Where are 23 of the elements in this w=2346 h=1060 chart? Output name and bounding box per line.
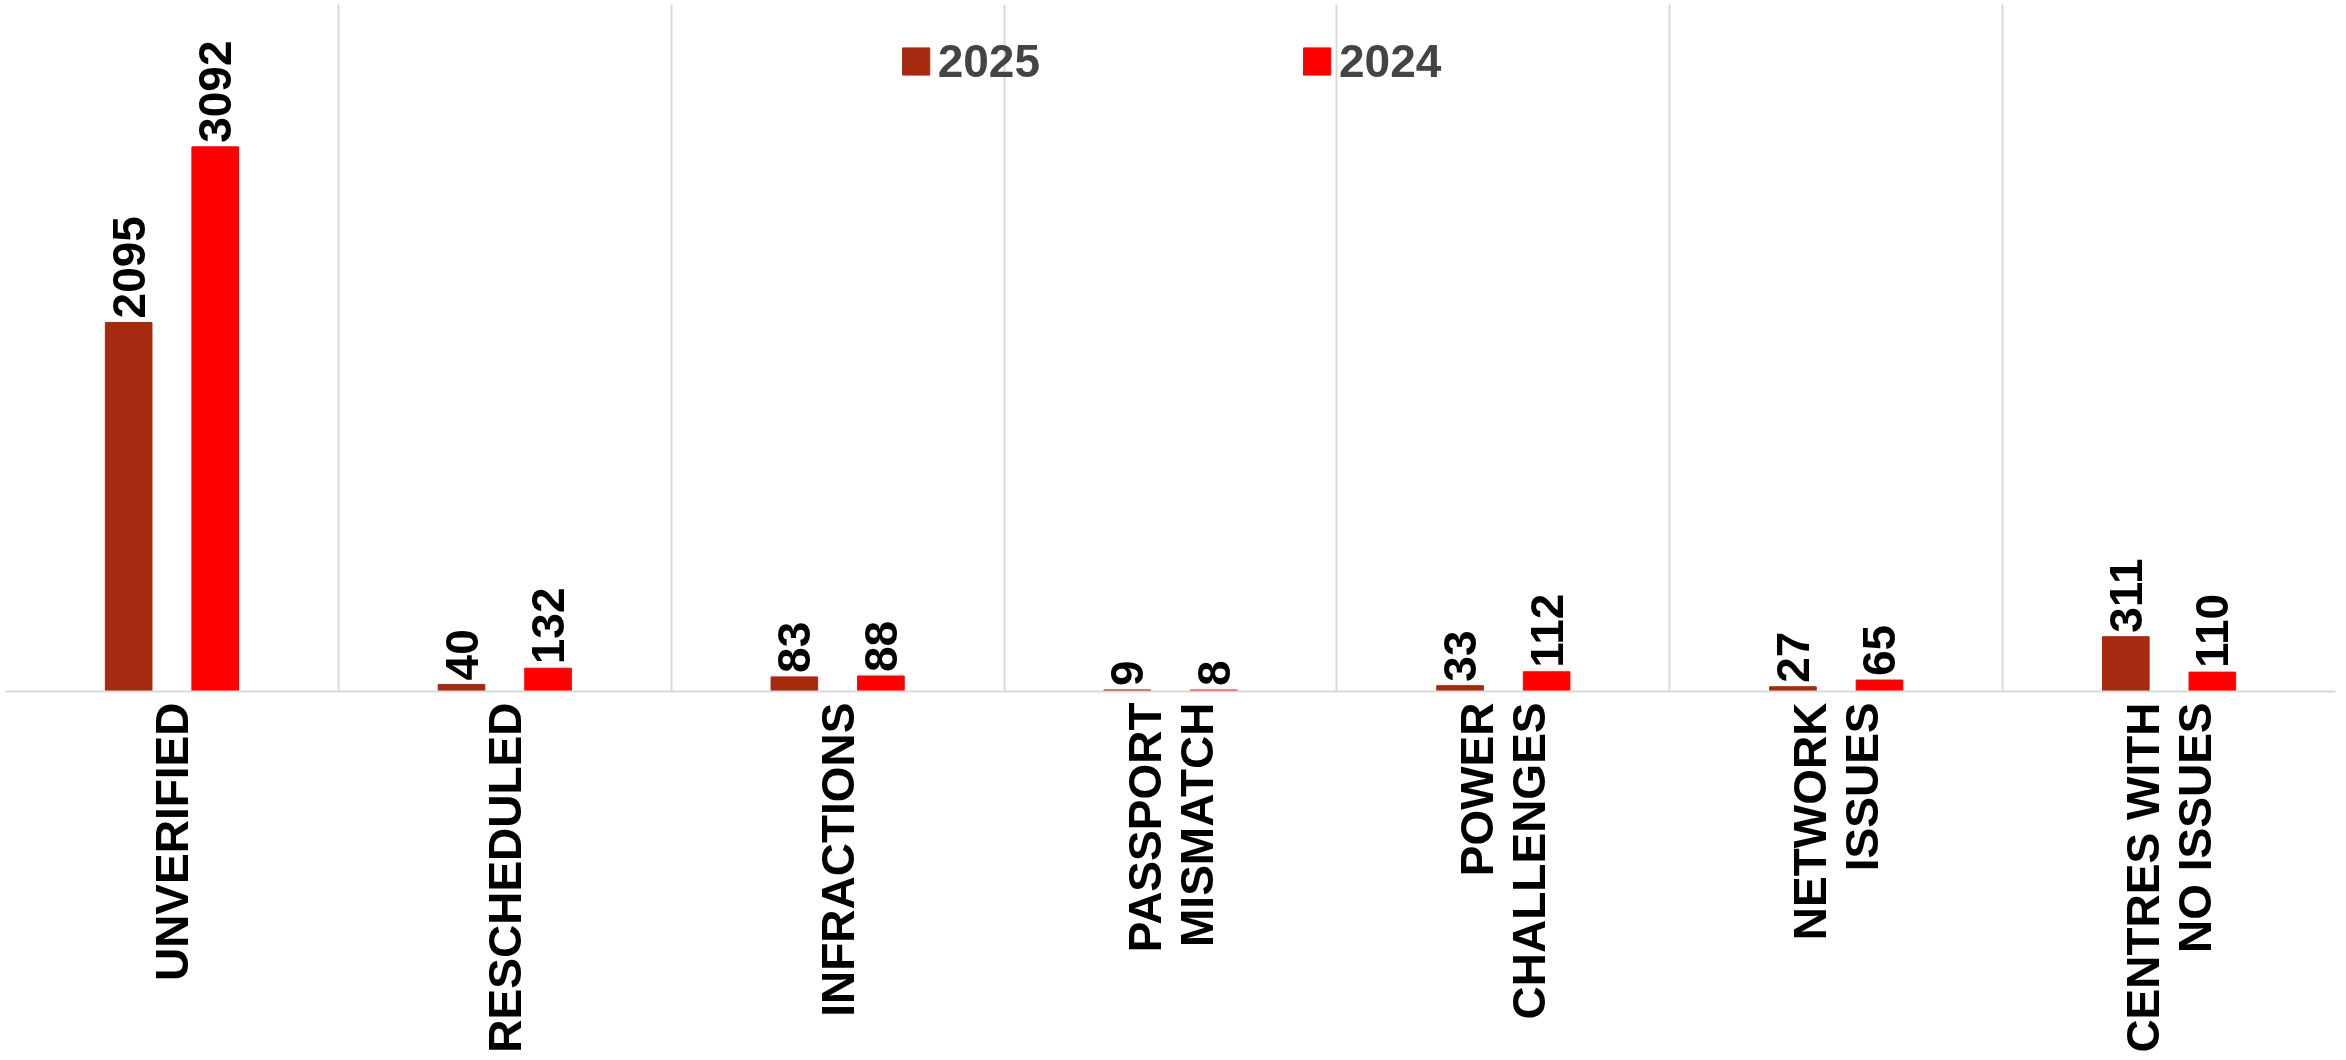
- data-label: 27: [1766, 631, 1819, 683]
- data-label: 8: [1187, 660, 1240, 687]
- x-tick-label: UNVERIFIED: [145, 702, 198, 982]
- x-tick-label: RESCHEDULED: [478, 702, 531, 1053]
- legend-label: 2024: [1339, 34, 1442, 88]
- x-tick-label: INFRACTIONS: [811, 702, 864, 1017]
- data-label: 40: [435, 629, 488, 681]
- data-label: 33: [1434, 630, 1487, 682]
- data-label: 110: [2186, 593, 2239, 669]
- x-tick-label: NETWORK ISSUES: [1784, 702, 1889, 941]
- data-label: 65: [1853, 624, 1906, 677]
- data-label: 2095: [102, 216, 155, 319]
- data-label: 311: [2099, 558, 2152, 633]
- data-label: 132: [522, 587, 575, 665]
- x-tick-label: POWER CHALLENGES: [1451, 702, 1556, 1020]
- data-label: 112: [1520, 593, 1573, 668]
- data-label: 9: [1101, 660, 1154, 686]
- legend-label: 2025: [937, 34, 1040, 88]
- x-tick-label: CENTRES WITH NO ISSUES: [2117, 702, 2222, 1053]
- data-label: 3092: [189, 40, 242, 143]
- data-label: 88: [854, 620, 907, 672]
- data-label: 83: [768, 621, 821, 673]
- x-tick-label: PASSPORT MISMATCH: [1118, 702, 1223, 953]
